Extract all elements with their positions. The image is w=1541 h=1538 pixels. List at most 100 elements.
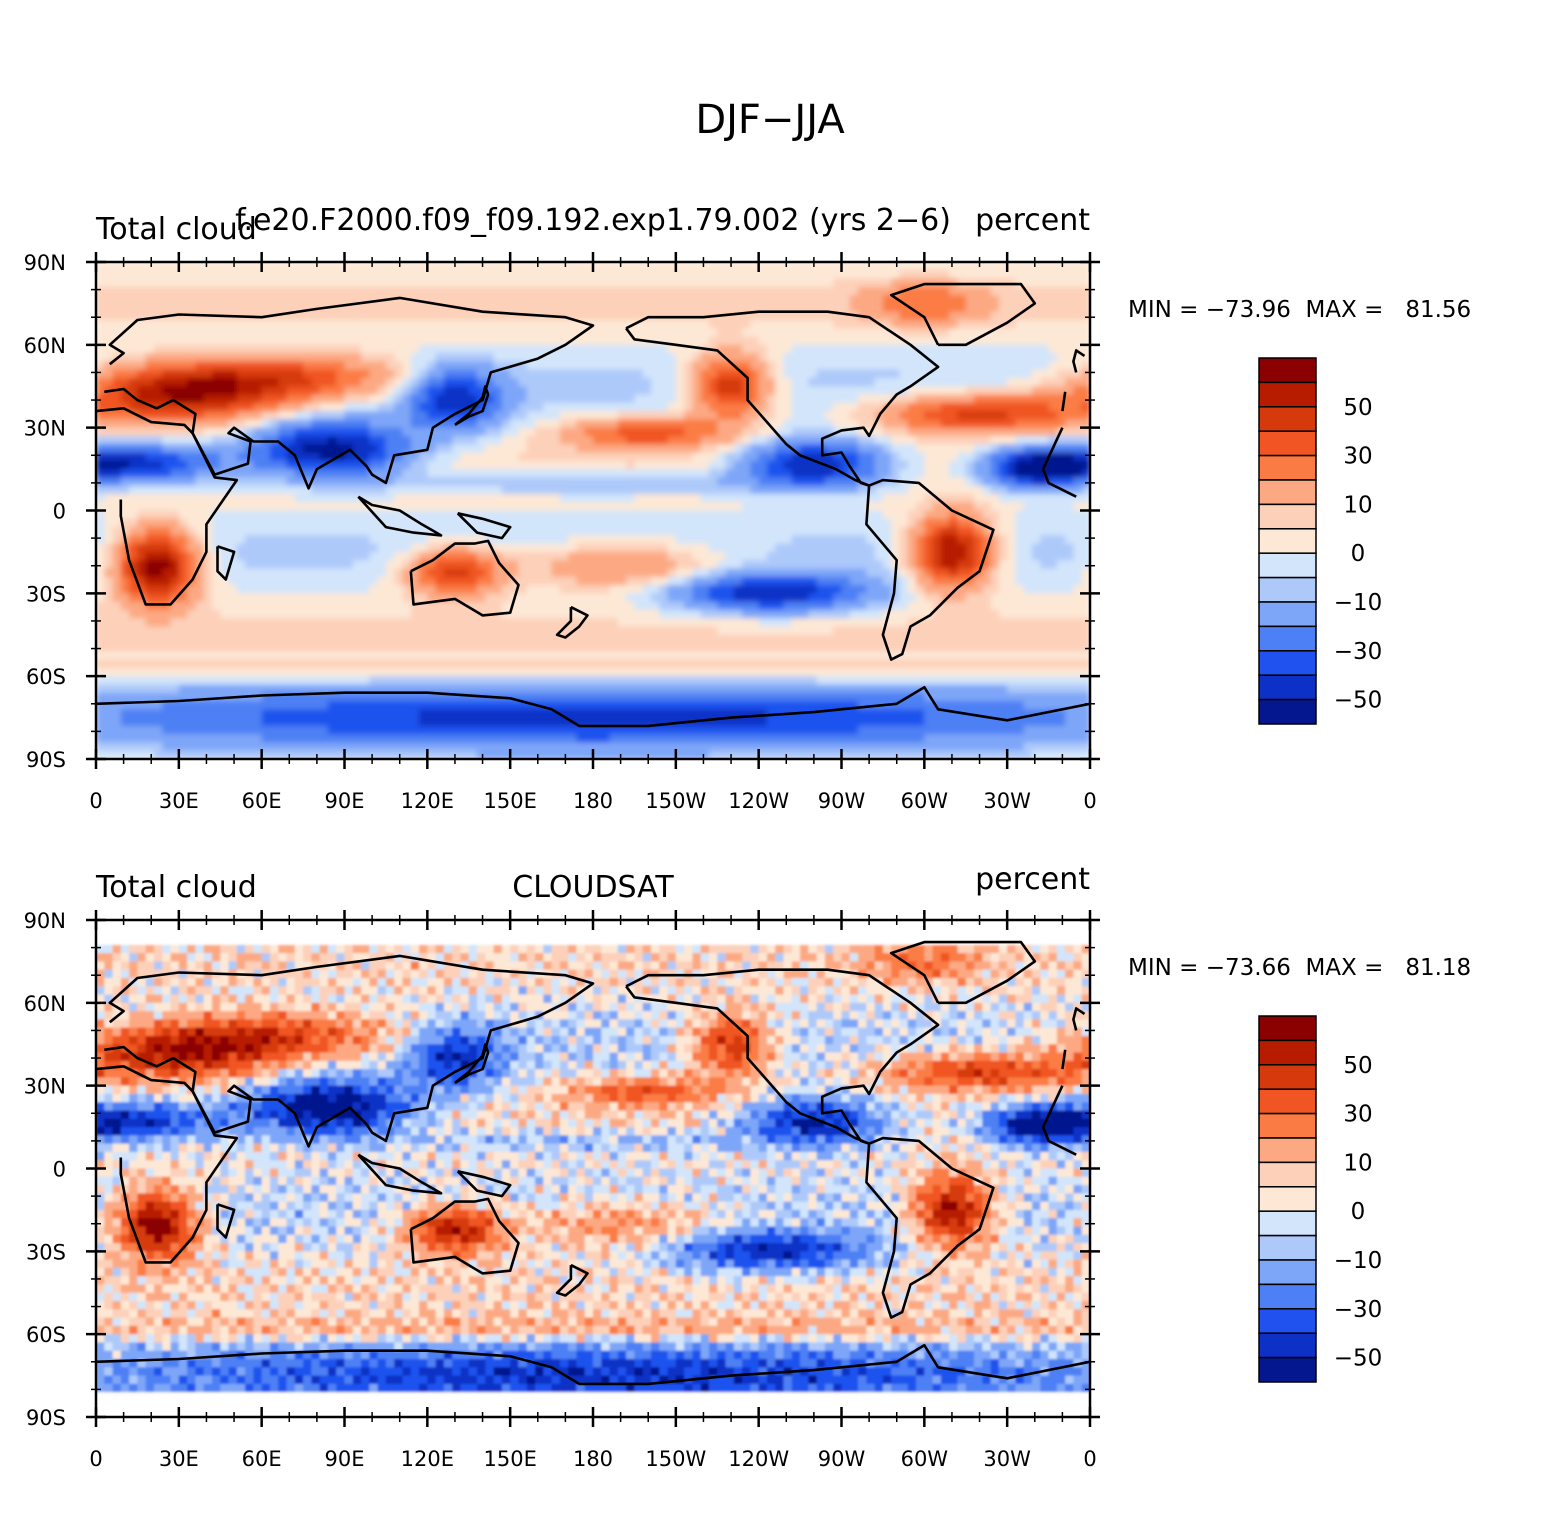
heatmap-cell xyxy=(452,601,462,611)
heatmap-cell xyxy=(245,394,254,404)
heatmap-cell xyxy=(974,427,983,437)
heatmap-cell xyxy=(700,535,710,545)
heatmap-cell xyxy=(1015,262,1025,271)
heatmap-cell xyxy=(916,361,925,371)
heatmap-cell xyxy=(394,286,404,296)
heatmap-cell xyxy=(1065,361,1075,371)
heatmap-cell xyxy=(369,576,379,586)
heatmap-cell xyxy=(443,411,453,420)
heatmap-cell xyxy=(1023,278,1033,288)
heatmap-cell xyxy=(924,535,934,545)
heatmap-cell xyxy=(419,469,428,478)
heatmap-cell xyxy=(841,303,851,313)
heatmap-cell xyxy=(874,419,884,429)
heatmap-cell xyxy=(543,344,553,354)
heatmap-cell xyxy=(1048,493,1058,503)
heatmap-cell xyxy=(949,576,959,586)
heatmap-cell xyxy=(153,510,163,520)
heatmap-cell xyxy=(361,601,370,611)
heatmap-cell xyxy=(153,435,163,445)
heatmap-cell xyxy=(659,527,669,536)
heatmap-cell xyxy=(294,303,304,313)
heatmap-cell xyxy=(535,361,544,371)
heatmap-cell xyxy=(129,344,139,354)
heatmap-cell xyxy=(990,336,1000,346)
heatmap-cell xyxy=(220,361,230,371)
heatmap-cell xyxy=(642,601,652,611)
heatmap-cell xyxy=(452,353,462,362)
heatmap-cell xyxy=(899,493,909,503)
heatmap-cell xyxy=(609,328,619,338)
heatmap-cell xyxy=(352,477,362,487)
heatmap-cell xyxy=(394,361,404,371)
heatmap-cell xyxy=(286,560,296,570)
heatmap-cell xyxy=(145,361,155,371)
heatmap-cell xyxy=(924,543,934,553)
heatmap-cell xyxy=(187,560,196,570)
heatmap-cell xyxy=(833,543,843,553)
heatmap-cell xyxy=(203,560,213,570)
heatmap-cell xyxy=(394,485,404,495)
heatmap-cell xyxy=(559,361,569,371)
heatmap-cell xyxy=(435,386,445,396)
heatmap-cell xyxy=(949,527,959,536)
heatmap-cell xyxy=(750,543,760,553)
heatmap-cell xyxy=(518,286,528,296)
heatmap-cell xyxy=(1032,295,1041,305)
heatmap-cell xyxy=(791,585,801,594)
heatmap-cell xyxy=(402,419,412,429)
heatmap-cell xyxy=(120,493,130,503)
heatmap-cell xyxy=(667,386,677,396)
heatmap-cell xyxy=(468,262,478,271)
heatmap-cell xyxy=(129,427,139,437)
heatmap-cell xyxy=(1007,319,1017,329)
heatmap-cell xyxy=(543,560,553,570)
heatmap-cell xyxy=(957,336,967,346)
heatmap-cell xyxy=(1032,435,1041,445)
heatmap-cell xyxy=(1040,303,1050,313)
heatmap-cell xyxy=(468,493,478,503)
heatmap-cell xyxy=(269,543,279,553)
heatmap-cell xyxy=(526,452,536,462)
heatmap-cell xyxy=(261,270,271,280)
heatmap-cell xyxy=(543,377,553,387)
heatmap-cell xyxy=(327,295,337,305)
heatmap-cell xyxy=(949,444,959,454)
heatmap-cell xyxy=(808,319,818,329)
heatmap-cell xyxy=(344,502,354,512)
heatmap-cell xyxy=(286,435,296,445)
heatmap-cell xyxy=(659,493,669,503)
heatmap-cell xyxy=(841,319,851,329)
heatmap-cell xyxy=(626,319,636,329)
heatmap-cell xyxy=(228,477,238,487)
heatmap-cell xyxy=(924,303,934,313)
heatmap-cell xyxy=(319,510,329,520)
heatmap-cell xyxy=(998,576,1008,586)
heatmap-cell xyxy=(601,518,611,528)
heatmap-cell xyxy=(377,303,387,313)
heatmap-cell xyxy=(485,593,495,603)
heatmap-cell xyxy=(294,469,304,478)
heatmap-cell xyxy=(998,311,1008,321)
heatmap-cell xyxy=(501,502,511,512)
heatmap-cell xyxy=(319,411,329,420)
heatmap-cell xyxy=(965,560,975,570)
heatmap-cell xyxy=(112,369,122,379)
heatmap-cell xyxy=(824,469,834,478)
heatmap-cell xyxy=(477,303,486,313)
heatmap-cell xyxy=(311,386,321,396)
heatmap-cell xyxy=(510,303,520,313)
heatmap-cell xyxy=(684,319,693,329)
heatmap-cell xyxy=(352,551,362,561)
heatmap-cell xyxy=(402,369,412,379)
heatmap-cell xyxy=(982,369,992,379)
heatmap-cell xyxy=(385,377,395,387)
heatmap-cell xyxy=(303,361,312,371)
heatmap-cell xyxy=(294,518,304,528)
heatmap-cell xyxy=(187,485,196,495)
heatmap-cell xyxy=(650,402,660,412)
heatmap-cell xyxy=(526,560,536,570)
heatmap-cell xyxy=(361,303,370,313)
heatmap-cell xyxy=(468,485,478,495)
heatmap-cell xyxy=(261,460,271,470)
